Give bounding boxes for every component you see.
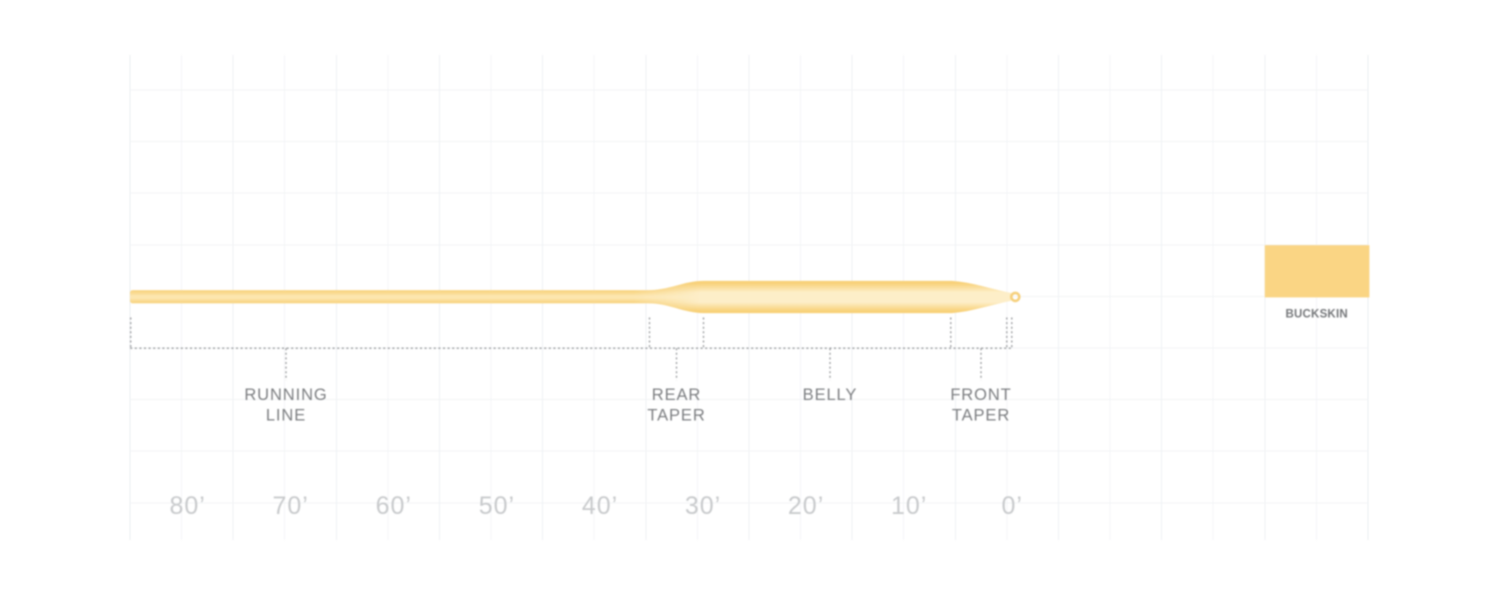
svg-text:20’: 20’	[788, 492, 824, 520]
svg-text:BUCKSKIN: BUCKSKIN	[1286, 308, 1348, 320]
svg-text:70’: 70’	[273, 492, 309, 520]
svg-text:60’: 60’	[376, 492, 412, 520]
svg-text:FRONT: FRONT	[950, 386, 1011, 404]
svg-text:RUNNING: RUNNING	[244, 386, 327, 404]
svg-text:BELLY: BELLY	[803, 386, 858, 404]
svg-text:LINE: LINE	[266, 407, 306, 425]
svg-text:80’: 80’	[170, 492, 206, 520]
svg-text:0’: 0’	[1001, 492, 1022, 520]
svg-text:50’: 50’	[479, 492, 515, 520]
svg-text:30’: 30’	[685, 492, 721, 520]
svg-text:40’: 40’	[582, 492, 618, 520]
svg-text:TAPER: TAPER	[647, 407, 705, 425]
svg-text:TAPER: TAPER	[952, 407, 1010, 425]
svg-text:10’: 10’	[891, 492, 927, 520]
svg-text:REAR: REAR	[652, 386, 701, 404]
